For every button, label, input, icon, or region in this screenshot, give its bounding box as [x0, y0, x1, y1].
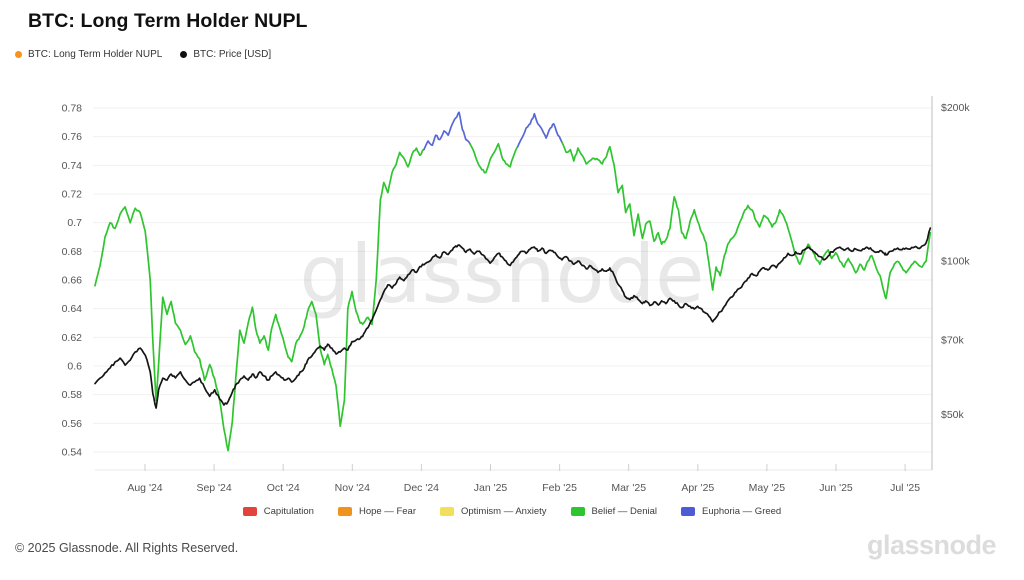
glassnode-watermark: glassnode [299, 228, 704, 321]
nupl-axis-label: 0.78 [62, 103, 83, 115]
nupl-axis-label: 0.7 [67, 217, 82, 229]
x-axis-label: Oct '24 [267, 482, 300, 494]
nupl-axis-label: 0.68 [62, 246, 83, 258]
x-axis-label: Apr '25 [681, 482, 714, 494]
legend-dot-icon [180, 51, 188, 58]
sentiment-swatch-icon [439, 507, 454, 516]
price-axis-label: $50k [941, 409, 965, 421]
nupl-axis-label: 0.72 [62, 189, 83, 201]
x-axis-label: Jan '25 [474, 482, 508, 494]
sentiment-item[interactable]: Belief — Denial [570, 506, 657, 517]
nupl-line-euphoria [423, 111, 471, 151]
nupl-axis-label: 0.54 [62, 447, 83, 459]
price-axis-label: $70k [941, 335, 965, 347]
nupl-axis-label: 0.74 [62, 160, 83, 172]
nupl-axis-label: 0.66 [62, 275, 83, 287]
sentiment-label: Hope — Fear [358, 506, 416, 517]
nupl-axis-label: 0.76 [62, 131, 83, 143]
sentiment-legend: Capitulation Hope — Fear Optimism — Anxiet… [0, 506, 1024, 517]
nupl-axis-label: 0.6 [67, 361, 82, 373]
page-title: BTC: Long Term Holder NUPL [28, 10, 308, 32]
sentiment-item[interactable]: Optimism — Anxiety [439, 506, 547, 517]
nupl-line-euphoria [516, 112, 563, 148]
x-axis-label: Mar '25 [611, 482, 646, 494]
nupl-axis-label: 0.64 [62, 303, 83, 315]
sentiment-label: Capitulation [263, 506, 314, 517]
x-axis-label: Jul '25 [890, 482, 920, 494]
sentiment-item[interactable]: Capitulation [242, 506, 314, 517]
sentiment-item[interactable]: Hope — Fear [337, 506, 416, 517]
legend-label: BTC: Price [USD] [193, 49, 272, 60]
sentiment-swatch-icon [242, 507, 257, 516]
x-axis-label: May '25 [749, 482, 786, 494]
sentiment-swatch-icon [337, 507, 352, 516]
series-legend: BTC: Long Term Holder NUPL BTC: Price [US… [15, 49, 271, 60]
nupl-axis-label: 0.62 [62, 332, 83, 344]
legend-item-nupl[interactable]: BTC: Long Term Holder NUPL [15, 49, 162, 60]
nupl-line-belief [94, 147, 425, 452]
nupl-axis-label: 0.58 [62, 389, 83, 401]
x-axis-label: Nov '24 [335, 482, 370, 494]
legend-dot-icon [15, 51, 22, 58]
price-axis-label: $200k [941, 102, 970, 114]
sentiment-label: Euphoria — Greed [702, 506, 782, 517]
legend-label: BTC: Long Term Holder NUPL [28, 49, 163, 60]
sentiment-swatch-icon [570, 507, 585, 516]
x-axis-label: Aug '24 [127, 482, 162, 494]
legend-item-price[interactable]: BTC: Price [USD] [180, 49, 271, 60]
x-axis-label: Feb '25 [542, 482, 577, 494]
x-axis-label: Sep '24 [196, 482, 231, 494]
x-axis-label: Jun '25 [819, 482, 853, 494]
price-axis-label: $100k [941, 256, 970, 268]
x-axis-label: Dec '24 [404, 482, 439, 494]
sentiment-swatch-icon [681, 507, 695, 516]
sentiment-label: Belief — Denial [591, 506, 657, 517]
nupl-line-belief [561, 141, 932, 300]
sentiment-label: Optimism — Anxiety [460, 506, 547, 517]
copyright-text: © 2025 Glassnode. All Rights Reserved. [15, 541, 239, 555]
nupl-axis-label: 0.56 [62, 418, 83, 430]
price-line [94, 227, 932, 409]
nupl-line-belief [469, 142, 519, 174]
glassnode-logo: glassnode [866, 530, 997, 560]
sentiment-item[interactable]: Euphoria — Greed [681, 506, 781, 517]
